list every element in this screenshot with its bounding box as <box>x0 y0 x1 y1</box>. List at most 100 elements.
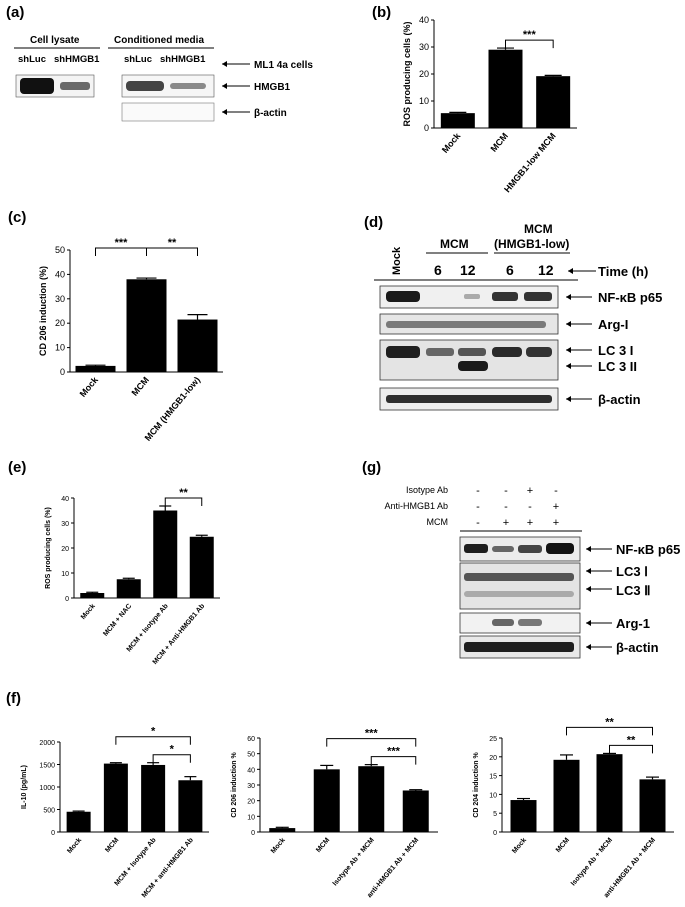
sign: + <box>553 517 559 529</box>
blot-g-cond-anti: Anti-HMGB1 Ab <box>384 501 448 511</box>
blot-d-row-actin: β-actin <box>598 392 641 407</box>
western-blot-d: Mock MCM MCM (HMGB1-low) 6 12 6 12 Time … <box>374 222 662 411</box>
blot-d-group-hmgb1-low: (HMGB1-low) <box>494 237 569 251</box>
western-blot-g: Isotype Ab Anti-HMGB1 Ab MCM - - + - - -… <box>384 485 680 659</box>
y-tick-label: 10 <box>61 571 69 578</box>
y-tick-label: 40 <box>55 269 65 279</box>
bar <box>75 365 116 372</box>
sign: + <box>503 517 509 529</box>
significance-label: * <box>151 726 156 738</box>
bar <box>141 764 166 832</box>
blot-g-cond-isotype: Isotype Ab <box>406 485 448 495</box>
y-tick-label: 30 <box>61 521 69 528</box>
y-tick-label: 20 <box>489 755 497 762</box>
x-tick-label: MCM + NAC <box>102 603 133 638</box>
bar <box>402 790 429 832</box>
blot-g-row-arg: Arg-1 <box>616 616 650 631</box>
significance-label: *** <box>365 728 379 740</box>
sign: - <box>476 501 480 513</box>
bar <box>488 49 523 129</box>
bar <box>103 763 128 832</box>
chart-f3: 0 5 10 15 20 25 CD 204 induction % Mock MCMIsoty… <box>473 716 674 900</box>
bar <box>358 766 385 832</box>
significance-bracket <box>326 738 417 747</box>
significance-label: ** <box>179 487 188 499</box>
western-blot-a: Cell lysate Conditioned media shLuc shHM… <box>14 35 313 122</box>
y-tick-label: 50 <box>55 245 65 255</box>
x-tick-label: MCM <box>104 837 120 854</box>
bar <box>178 780 203 832</box>
blot-g-cond-mcm: MCM <box>427 517 449 527</box>
y-tick-label: 10 <box>419 96 429 106</box>
sign: - <box>554 485 558 497</box>
bar <box>596 754 623 832</box>
y-tick-label: 30 <box>55 294 65 304</box>
y-tick-label: 0 <box>51 830 55 837</box>
bar <box>80 593 105 598</box>
y-tick-label: 500 <box>43 808 55 815</box>
y-tick-label: 50 <box>247 752 255 759</box>
x-tick-label: Mock <box>270 837 287 855</box>
blot-d-row-lc3-2: LC 3 II <box>598 359 637 374</box>
panel-label-g: (g) <box>362 459 382 476</box>
bar <box>66 811 91 832</box>
blot-d-row-arg: Arg-I <box>598 317 628 332</box>
bar <box>313 769 340 832</box>
y-tick-label: 30 <box>419 42 429 52</box>
y-tick-label: 0 <box>65 596 69 603</box>
sign: - <box>504 501 508 513</box>
blot-d-row-nfkb: NF-κB p65 <box>598 290 662 305</box>
bar <box>510 800 537 832</box>
y-tick-label: 0 <box>493 830 497 837</box>
x-tick-label: MCM <box>130 375 151 398</box>
x-tick-label: Mock <box>78 374 101 399</box>
blot-a-lane-3: shLuc <box>124 54 152 65</box>
significance-bracket <box>609 744 653 754</box>
significance-bracket <box>146 247 198 256</box>
blot-a-cells-label: ML1 4a cells <box>254 60 313 71</box>
significance-label: *** <box>115 237 129 249</box>
y-tick-label: 15 <box>489 774 497 781</box>
x-tick-label: MCM + Isotype Ab <box>114 837 158 888</box>
y-tick-label: 10 <box>55 343 65 353</box>
x-tick-label: MCM <box>489 131 510 154</box>
significance-bracket <box>95 247 147 256</box>
bar <box>116 579 141 598</box>
sign: - <box>476 485 480 497</box>
y-tick-label: 0 <box>424 123 429 133</box>
chart-b: 0 10 20 30 40 ROS producing cells (%) Mock MCMH… <box>402 15 577 194</box>
bar <box>440 113 475 128</box>
y-tick-label: 20 <box>419 69 429 79</box>
sign: + <box>527 485 533 497</box>
x-tick-label: Mock <box>66 837 83 855</box>
bar <box>553 759 580 832</box>
significance-bracket <box>115 736 191 745</box>
chart-c: 0 10 20 30 40 50 CD 206 induction (%) Mock MCMMC… <box>38 237 223 443</box>
blot-a-row-beta-actin: β-actin <box>254 108 287 119</box>
x-tick-label: Mock <box>440 130 463 155</box>
blot-g-row-nfkb: NF-κB p65 <box>616 542 680 557</box>
y-tick-label: 40 <box>61 496 69 503</box>
x-tick-label: Mock <box>80 603 97 621</box>
blot-a-lane-2: shHMGB1 <box>54 54 100 65</box>
y-tick-label: 5 <box>493 811 497 818</box>
sign: + <box>553 501 559 513</box>
y-tick-label: 60 <box>247 736 255 743</box>
x-tick-label: MCM <box>555 837 571 854</box>
x-tick-label: Mock <box>511 837 528 855</box>
blot-d-time-label: Time (h) <box>598 264 648 279</box>
y-tick-label: 40 <box>247 767 255 774</box>
blot-a-group-cell-lysate: Cell lysate <box>30 35 80 46</box>
y-axis-label: IL-10 (pg/mL) <box>21 765 28 809</box>
significance-bracket <box>152 754 191 763</box>
blot-d-time-3: 6 <box>506 262 514 278</box>
blot-a-group-conditioned-media: Conditioned media <box>114 35 204 46</box>
significance-bracket <box>370 756 417 765</box>
significance-label: ** <box>168 237 177 249</box>
bar <box>269 828 296 832</box>
blot-a-row-hmgb1: HMGB1 <box>254 82 291 93</box>
x-tick-label: HMGB1-low MCM <box>502 131 558 194</box>
x-tick-label: anti-HMGB1 Ab + MCM <box>603 837 657 900</box>
y-axis-label: CD 206 induction (%) <box>38 266 48 356</box>
significance-label: *** <box>523 29 537 41</box>
